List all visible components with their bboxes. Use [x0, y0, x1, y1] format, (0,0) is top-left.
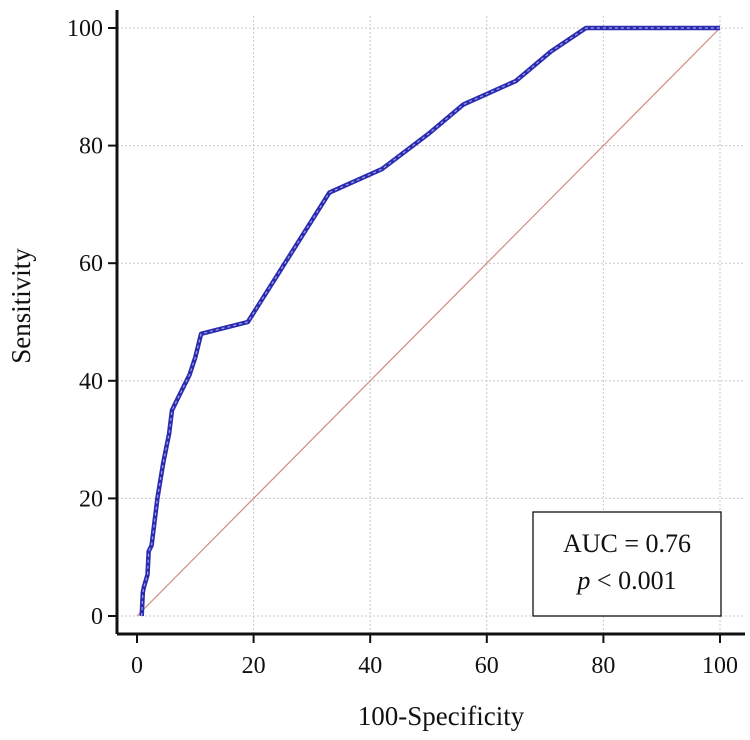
- y-tick-label: 0: [91, 604, 103, 630]
- tick-labels: 0 20 40 60 80 100 0 20 40 60 80 100: [67, 16, 738, 679]
- annotation-auc: AUC = 0.76: [563, 529, 691, 558]
- x-tick-label: 100: [702, 653, 738, 679]
- x-tick-label: 80: [591, 653, 615, 679]
- annotation-p-italic: p: [575, 566, 590, 595]
- y-tick-label: 80: [79, 134, 103, 160]
- annotation-pvalue: p < 0.001: [575, 566, 676, 595]
- reference-line: [136, 27, 721, 617]
- axes: [108, 10, 745, 643]
- x-tick-label: 0: [131, 653, 143, 679]
- y-tick-label: 100: [67, 16, 103, 42]
- y-tick-label: 20: [79, 486, 103, 512]
- roc-curve-group: [139, 25, 720, 617]
- x-tick-label: 20: [242, 653, 266, 679]
- x-axis-title: 100-Specificity: [358, 701, 525, 731]
- y-tick-label: 60: [79, 251, 103, 277]
- x-tick-label: 40: [358, 653, 382, 679]
- grid: [117, 16, 745, 634]
- auc-annotation: AUC = 0.76 p < 0.001: [532, 511, 722, 617]
- x-tick-label: 60: [475, 653, 499, 679]
- y-axis-title: Sensitivity: [6, 248, 36, 364]
- reference-line-group: [136, 27, 721, 617]
- y-tick-label: 40: [79, 369, 103, 395]
- annotation-p-rest: < 0.001: [590, 566, 676, 595]
- annotation-box: [532, 511, 722, 617]
- roc-curve-dash-overlay: [141, 27, 720, 617]
